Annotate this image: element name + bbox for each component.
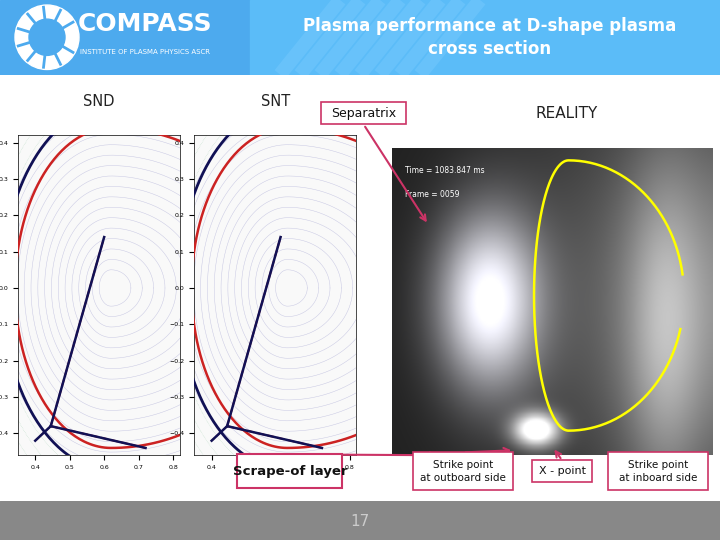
Text: Strike point
at outboard side: Strike point at outboard side bbox=[420, 460, 506, 483]
Text: Frame = 0059: Frame = 0059 bbox=[405, 190, 459, 199]
Text: Separatrix: Separatrix bbox=[331, 107, 396, 120]
Circle shape bbox=[15, 5, 79, 70]
Text: Plasma performance at D-shape plasma: Plasma performance at D-shape plasma bbox=[303, 17, 677, 35]
Text: COMPASS: COMPASS bbox=[78, 12, 212, 36]
Circle shape bbox=[29, 19, 65, 56]
Bar bbox=[250, 0, 720, 75]
Text: X - point: X - point bbox=[539, 467, 585, 476]
Bar bbox=[608, 453, 708, 490]
Text: Strike point
at inboard side: Strike point at inboard side bbox=[619, 460, 698, 483]
Text: SNT: SNT bbox=[261, 94, 290, 109]
Bar bbox=[532, 461, 593, 482]
Bar bbox=[238, 455, 342, 488]
Text: Time = 1083.847 ms: Time = 1083.847 ms bbox=[405, 166, 485, 174]
Bar bbox=[321, 103, 406, 124]
Text: SND: SND bbox=[84, 94, 114, 109]
Text: 17: 17 bbox=[351, 514, 369, 529]
Bar bbox=[413, 453, 513, 490]
Text: REALITY: REALITY bbox=[536, 106, 598, 121]
Text: cross section: cross section bbox=[428, 40, 552, 58]
Text: Scrape-of layer: Scrape-of layer bbox=[233, 465, 347, 478]
Text: INSTITUTE OF PLASMA PHYSICS ASCR: INSTITUTE OF PLASMA PHYSICS ASCR bbox=[80, 49, 210, 56]
